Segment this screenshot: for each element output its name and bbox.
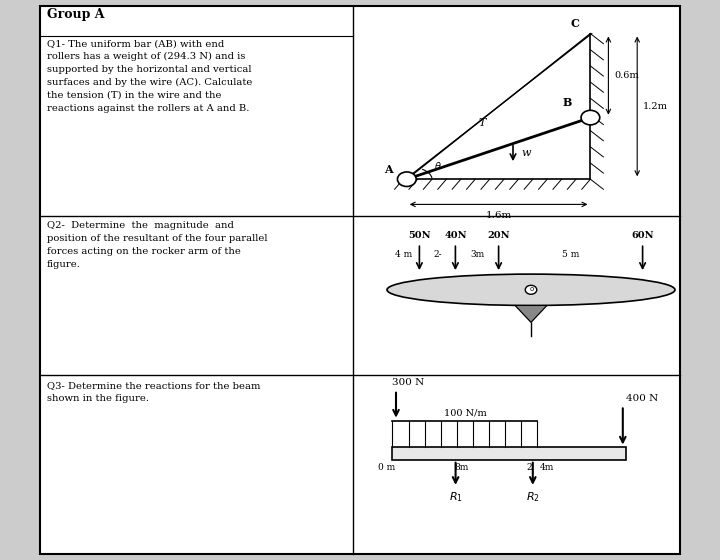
Text: 2-: 2- xyxy=(433,250,441,259)
Text: C: C xyxy=(571,18,580,29)
Text: 40N: 40N xyxy=(444,231,467,240)
Text: o: o xyxy=(530,286,534,292)
Text: 60N: 60N xyxy=(631,231,654,240)
Text: $R_2$: $R_2$ xyxy=(526,491,540,505)
Text: Q2-  Determine  the  magnitude  and
position of the resultant of the four parall: Q2- Determine the magnitude and position… xyxy=(47,221,267,269)
Text: A: A xyxy=(384,164,392,175)
Text: 4m: 4m xyxy=(540,463,554,472)
Text: 2: 2 xyxy=(526,463,532,472)
Polygon shape xyxy=(516,306,547,323)
Text: Q1- The uniform bar (AB) with end
rollers has a weight of (294.3 N) and is
suppo: Q1- The uniform bar (AB) with end roller… xyxy=(47,39,252,113)
Text: 100 N/m: 100 N/m xyxy=(444,408,486,417)
Text: 1.6m: 1.6m xyxy=(485,211,512,220)
Text: 5 m: 5 m xyxy=(562,250,580,259)
Text: T: T xyxy=(479,118,486,128)
Text: Group A: Group A xyxy=(47,8,104,21)
Text: 1.2m: 1.2m xyxy=(643,102,668,111)
Text: 50N: 50N xyxy=(408,231,431,240)
Text: 0 m: 0 m xyxy=(378,463,395,472)
Text: 4 m: 4 m xyxy=(395,250,412,259)
Text: 400 N: 400 N xyxy=(626,394,659,403)
Ellipse shape xyxy=(387,274,675,306)
Text: 0.6m: 0.6m xyxy=(614,71,639,80)
Text: B: B xyxy=(563,96,572,108)
Text: 300 N: 300 N xyxy=(392,378,425,387)
Text: w: w xyxy=(521,148,531,158)
Text: 20N: 20N xyxy=(487,231,510,240)
Circle shape xyxy=(397,172,416,186)
Text: $R_1$: $R_1$ xyxy=(449,491,462,505)
Text: 8m: 8m xyxy=(454,463,469,472)
Bar xyxy=(40,6,680,554)
Text: $\theta$: $\theta$ xyxy=(434,161,442,172)
Text: Q3- Determine the reactions for the beam
shown in the figure.: Q3- Determine the reactions for the beam… xyxy=(47,381,261,403)
Bar xyxy=(392,447,626,460)
Text: 3m: 3m xyxy=(470,250,484,259)
Circle shape xyxy=(526,285,537,295)
Circle shape xyxy=(581,110,600,125)
